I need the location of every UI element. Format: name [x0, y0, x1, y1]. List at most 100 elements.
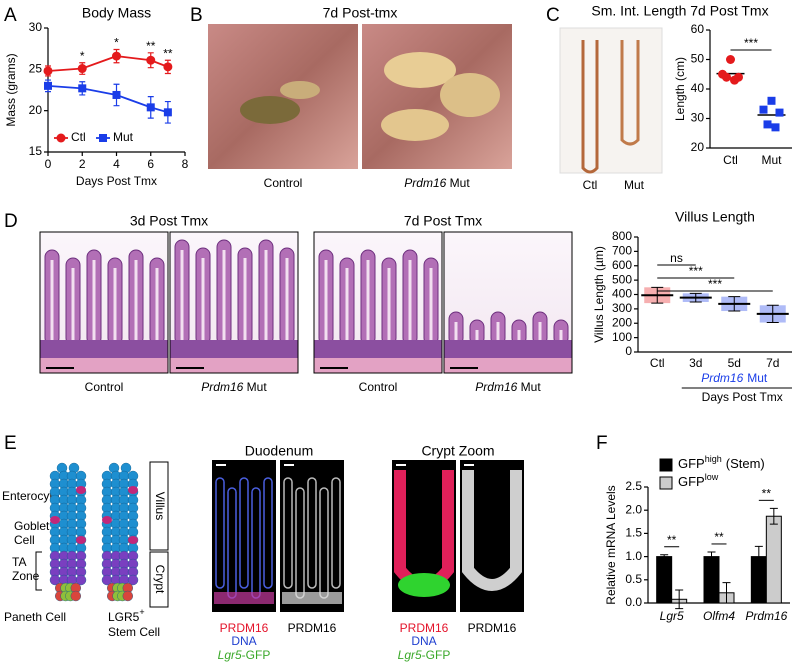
photo-title: 7d Post-tmx [323, 5, 398, 21]
muscle-layer [40, 358, 168, 373]
label-text: -GFP [422, 648, 451, 662]
x-tick-label: 6 [147, 157, 154, 171]
stain-label: PRDM16 [400, 621, 449, 635]
image-header: Crypt Zoom [421, 443, 494, 459]
x-tick-label: 0 [45, 157, 52, 171]
villus-outline [283, 477, 293, 589]
muscle-layer [170, 358, 298, 373]
marker [163, 62, 173, 72]
chart-title: Body Mass [82, 5, 151, 21]
panel-b: 7d Post-tmx Control Prdm16 Mut [208, 5, 512, 190]
significance-label: * [80, 49, 85, 63]
significance-label: *** [708, 277, 722, 291]
goblet-cell [128, 536, 138, 544]
photo-caption: Mut [624, 178, 645, 192]
stain-label: PRDM16 [288, 621, 337, 635]
photo-detail [620, 40, 640, 146]
x-tick-label: 7d [766, 356, 779, 370]
label-text: LGR5 [108, 610, 140, 624]
photo [208, 24, 358, 169]
cell-label: Paneth Cell [4, 610, 66, 624]
gene-name: Prdm16 [701, 371, 743, 385]
marker [759, 105, 768, 114]
y-tick-label: 0 [625, 344, 632, 358]
image-header: Duodenum [245, 443, 314, 459]
y-axis-title: Relative mRNA Levels [604, 485, 618, 604]
cell-label: Cell [14, 533, 35, 547]
gene-name: Prdm16 [404, 176, 446, 190]
x-axis-title: Days Post Tmx [702, 390, 783, 404]
significance-label: ** [762, 487, 772, 501]
x-tick-label: Prdm16 [745, 609, 787, 623]
caption-text: Mut [247, 380, 268, 394]
y-tick-label: 2.5 [625, 479, 642, 493]
photo-detail [280, 81, 320, 99]
significance-label: ** [714, 530, 724, 544]
gfp-signal [398, 573, 450, 597]
villus-outline [263, 477, 273, 589]
marker [163, 108, 172, 117]
x-axis-title: Days Post Tmx [76, 174, 157, 188]
muscle-layer [314, 358, 442, 373]
photo-detail [384, 52, 456, 88]
error-bar [675, 589, 684, 610]
crypt-signal [282, 592, 342, 604]
legend-swatch [659, 458, 673, 472]
stain-label: DNA [231, 634, 256, 648]
y-tick-label: 30 [691, 111, 705, 125]
y-axis-title: Villus Length (µm) [592, 246, 606, 343]
panel-letter: A [4, 5, 17, 26]
panel-letter: C [546, 5, 560, 26]
y-tick-label: 300 [612, 301, 632, 315]
panel-letter: F [596, 433, 608, 454]
legend-superscript: high [705, 454, 722, 464]
photo-caption: Ctl [583, 178, 598, 192]
image-caption: Control [359, 380, 398, 394]
marker [775, 108, 784, 117]
y-tick-label: 1.0 [625, 549, 642, 563]
stain-label: Lgr5-GFP [398, 648, 451, 662]
photo-detail [381, 109, 449, 141]
marker [44, 81, 52, 90]
legend-name: GFP [678, 456, 705, 471]
panel-e: Villus Crypt Enterocyte Goblet Cell TA Z… [2, 443, 524, 662]
crypt-layer [444, 340, 572, 358]
cell-label: Enterocyte [2, 489, 60, 503]
bar [703, 556, 720, 604]
panel-d-images: 3d Post Tmx 7d Post Tmx Control Prdm16 M… [39, 213, 573, 394]
marker [763, 120, 772, 129]
crypt-layer [314, 340, 442, 358]
legend-swatch [659, 476, 673, 490]
panel-c-photo: Ctl Mut [559, 27, 663, 192]
marker [56, 133, 66, 143]
x-tick-label: 8 [182, 157, 189, 171]
cell [70, 590, 82, 602]
gene-name: Lgr5 [398, 648, 422, 662]
cell-label: Goblet [14, 519, 50, 533]
label-text: -GFP [242, 648, 271, 662]
chart-title: Villus Length [675, 209, 755, 225]
fluorescence-image [280, 460, 344, 612]
marker [78, 84, 87, 93]
y-tick-label: 200 [612, 315, 632, 329]
x-tick-label: Ctl [723, 153, 738, 167]
y-axis-title: Mass (grams) [4, 53, 18, 126]
marker [43, 66, 53, 76]
x-tick-label: Olfm4 [703, 609, 735, 623]
cell [122, 590, 134, 602]
goblet-cell [50, 516, 60, 524]
y-tick-label: 60 [691, 22, 705, 36]
significance-label: *** [744, 36, 758, 50]
significance-label: ns [670, 251, 683, 265]
y-tick-label: 400 [612, 287, 632, 301]
photo-detail [240, 96, 300, 124]
legend-label: GFPhigh (Stem) [678, 454, 765, 471]
image-caption: Prdm16 Mut [201, 380, 267, 394]
region-label: Crypt [153, 565, 167, 594]
error-bar [660, 554, 669, 559]
bracket-box [149, 461, 169, 551]
significance-label: ** [667, 533, 677, 547]
photo-detail [581, 40, 599, 174]
fluorescence-image [212, 460, 276, 612]
y-tick-label: 800 [612, 229, 632, 243]
